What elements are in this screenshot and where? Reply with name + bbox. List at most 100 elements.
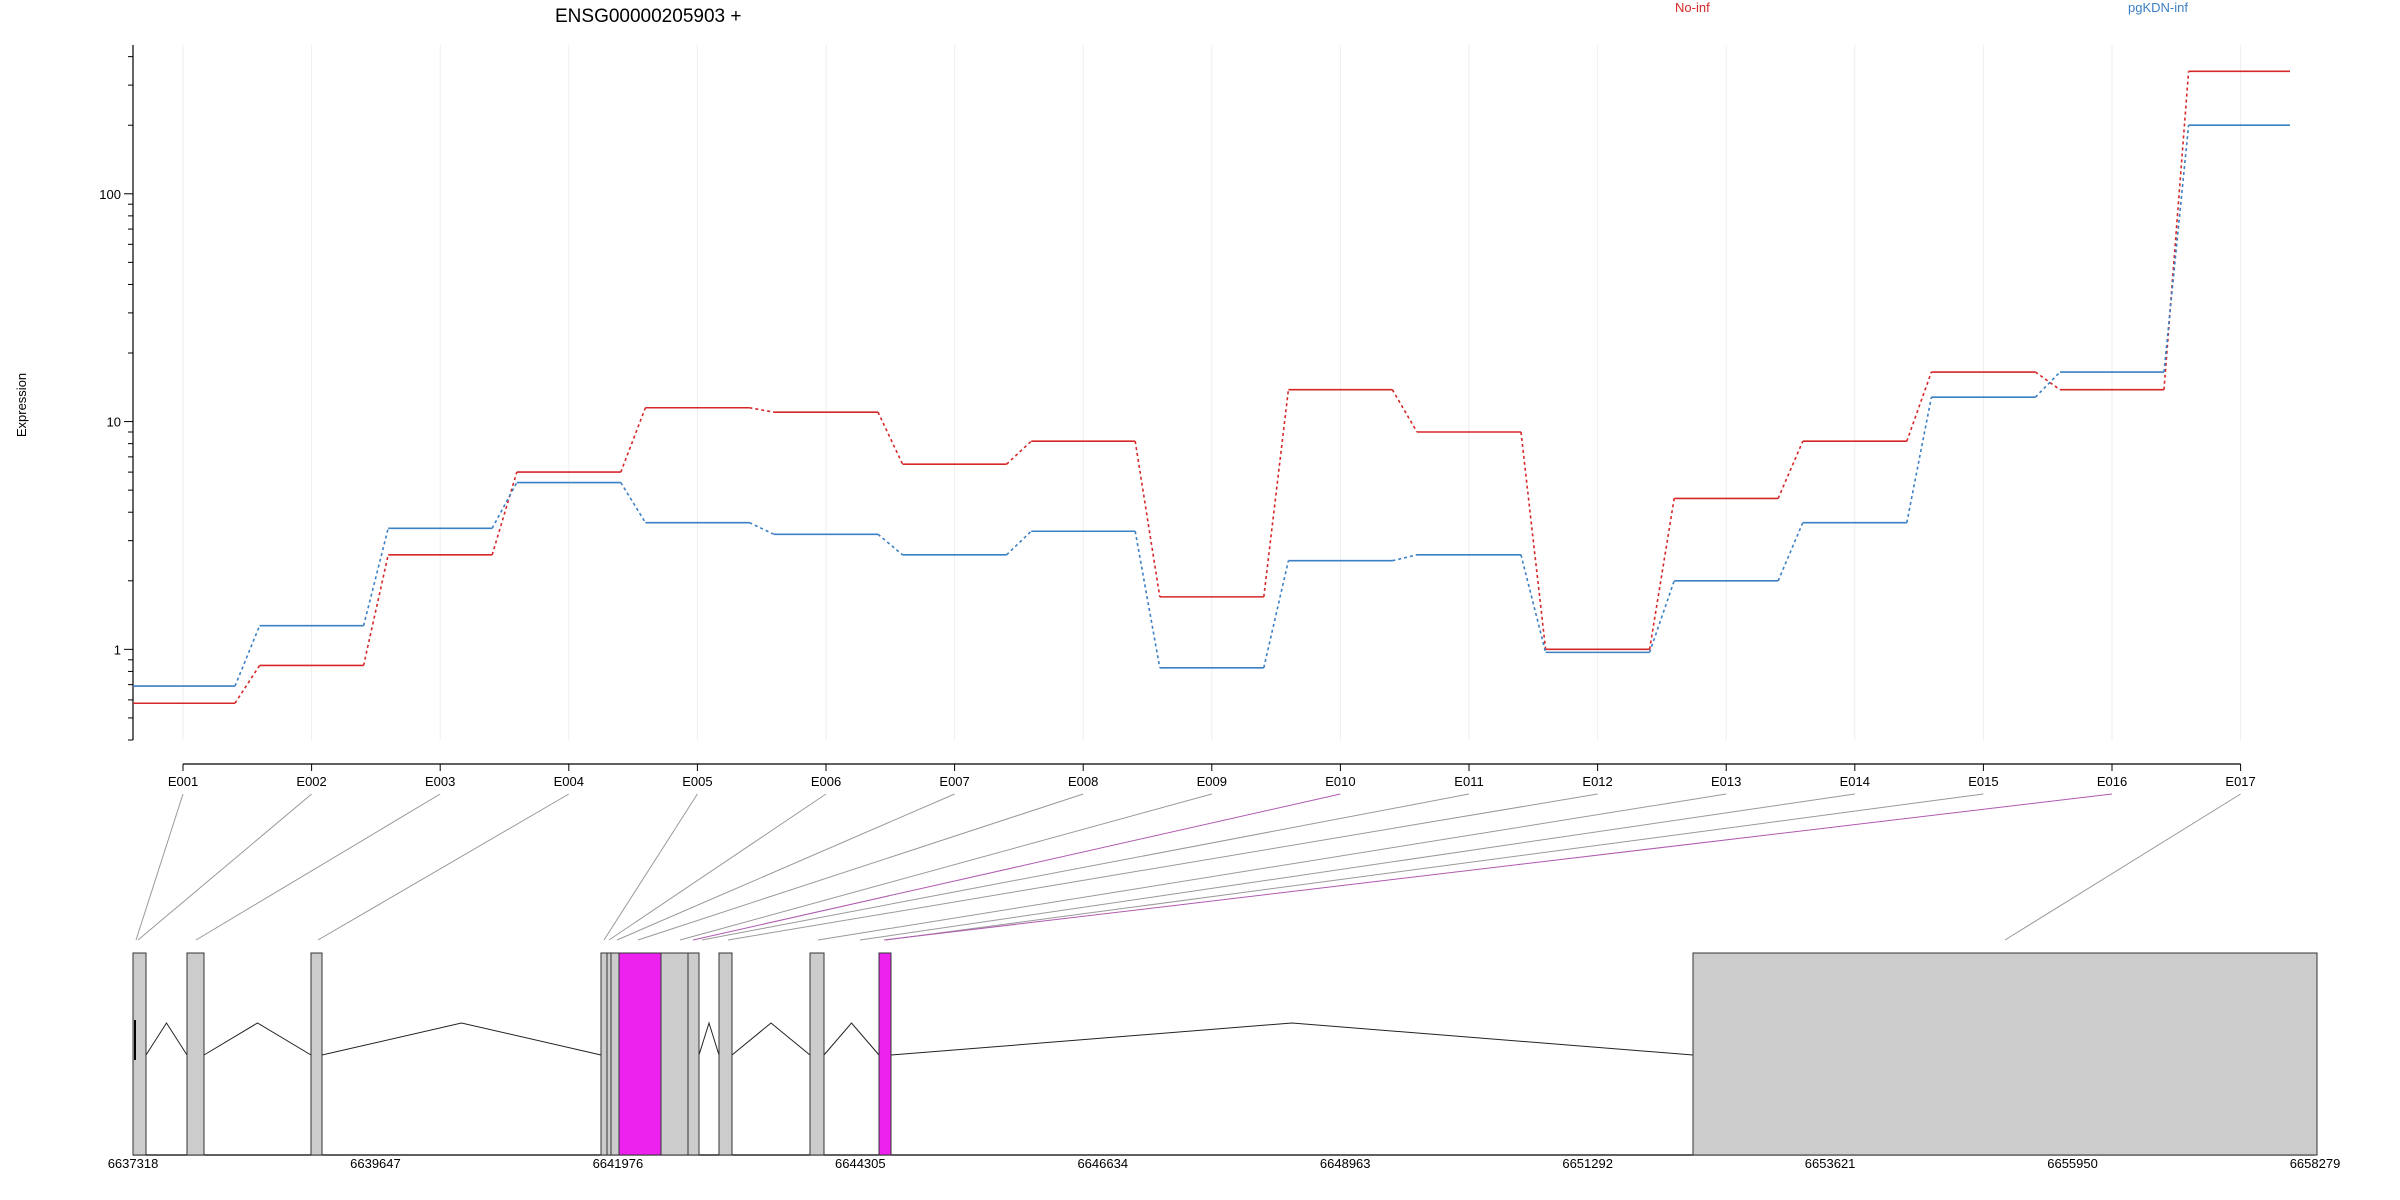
expression-transition bbox=[749, 406, 775, 413]
connector bbox=[137, 793, 312, 941]
x-tick-label: E014 bbox=[1840, 774, 1870, 789]
exon-box bbox=[606, 952, 612, 1156]
gene-model: 6637318 6639647 6641976 6644305 6646634 66489… bbox=[108, 952, 2341, 1171]
connector bbox=[885, 793, 1984, 941]
genomic-tick-label: 6639647 bbox=[350, 1156, 401, 1171]
x-tick-label: E003 bbox=[425, 774, 455, 789]
expression-transition bbox=[1777, 440, 1804, 499]
expression-transition bbox=[620, 482, 647, 524]
expression-transition bbox=[362, 554, 389, 666]
expression-transition bbox=[2163, 71, 2190, 390]
expression-transition bbox=[2034, 371, 2061, 391]
x-tick-label: E016 bbox=[2097, 774, 2127, 789]
exon-box bbox=[186, 952, 205, 1156]
intron-line bbox=[321, 1022, 602, 1056]
expression-transition bbox=[2034, 371, 2061, 398]
intron-line bbox=[145, 1022, 188, 1056]
x-tick-label: E001 bbox=[168, 774, 198, 789]
expression-transition bbox=[1134, 441, 1161, 597]
gridlines bbox=[182, 45, 2242, 740]
connector bbox=[603, 793, 698, 941]
x-tick-label: E015 bbox=[1968, 774, 1998, 789]
x-tick-label: E008 bbox=[1068, 774, 1098, 789]
connector bbox=[701, 793, 1470, 941]
expression-transition bbox=[491, 471, 518, 556]
expression-transition bbox=[1006, 530, 1032, 556]
expression-transition bbox=[1777, 522, 1804, 582]
y-tick-label: 10 bbox=[107, 415, 121, 430]
expression-transition bbox=[877, 533, 904, 556]
genomic-tick-label: 6653621 bbox=[1805, 1156, 1856, 1171]
expression-transition bbox=[1263, 560, 1290, 668]
expression-transition bbox=[1006, 440, 1032, 465]
y-tick-label: 100 bbox=[99, 187, 121, 202]
expression-transition bbox=[749, 521, 775, 536]
connector bbox=[727, 793, 1598, 941]
intron-line bbox=[698, 1021, 720, 1056]
intron-line bbox=[731, 1022, 811, 1056]
expression-transition bbox=[1134, 531, 1161, 668]
expression-transition bbox=[1391, 389, 1418, 433]
genomic-tick-label: 6651292 bbox=[1562, 1156, 1613, 1171]
genomic-tick-label: 6658279 bbox=[2290, 1156, 2341, 1171]
expression-transition bbox=[620, 407, 647, 473]
x-tick-label: E017 bbox=[2225, 774, 2255, 789]
genomic-tick-label: 6641976 bbox=[593, 1156, 644, 1171]
connector bbox=[859, 793, 1855, 941]
exon-box bbox=[809, 952, 825, 1156]
connector bbox=[608, 793, 827, 941]
y-axis-label: Expression bbox=[14, 373, 29, 437]
expression-transition bbox=[491, 482, 518, 529]
x-tick-label: E010 bbox=[1325, 774, 1355, 789]
expression-transition bbox=[1392, 554, 1418, 562]
connector-highlighted bbox=[883, 793, 2113, 941]
connector bbox=[616, 793, 955, 941]
x-tick-label: E007 bbox=[939, 774, 969, 789]
genomic-tick-label: 6648963 bbox=[1320, 1156, 1371, 1171]
legend-no-inf: No-inf bbox=[1675, 0, 1710, 15]
exon-box bbox=[600, 952, 608, 1156]
expression-transition bbox=[1906, 371, 1933, 442]
expression-transition bbox=[2163, 125, 2190, 373]
connector-highlighted bbox=[692, 793, 1341, 941]
exon-box-highlighted bbox=[878, 952, 892, 1156]
connector bbox=[195, 793, 441, 941]
connector bbox=[135, 793, 184, 941]
intron-line bbox=[890, 1022, 1694, 1056]
x-tick-label: E009 bbox=[1197, 774, 1227, 789]
series-lines bbox=[133, 70, 2290, 705]
expression-transition bbox=[1263, 389, 1290, 597]
exon-box bbox=[132, 952, 147, 1156]
x-tick-label: E004 bbox=[554, 774, 584, 789]
axes: 1 10 100 E001 E002 E003 E004 E005 E006 E007 E008 E0… bbox=[99, 45, 2256, 789]
intron-line bbox=[823, 1022, 880, 1056]
x-tick-label: E012 bbox=[1582, 774, 1612, 789]
genomic-tick-label: 6655950 bbox=[2047, 1156, 2098, 1171]
exon-box bbox=[310, 952, 323, 1156]
exon-box bbox=[1692, 952, 2318, 1156]
expression-transition bbox=[362, 528, 389, 626]
expression-transition bbox=[234, 625, 261, 687]
y-tick-label: 1 bbox=[114, 642, 121, 657]
x-tick-label: E006 bbox=[811, 774, 841, 789]
expression-transition bbox=[1648, 498, 1675, 650]
expression-transition bbox=[1520, 431, 1547, 650]
exon-connectors bbox=[135, 793, 2241, 941]
expression-transition bbox=[877, 411, 904, 465]
connector bbox=[817, 793, 1727, 941]
exon-box bbox=[660, 952, 689, 1156]
exon-box bbox=[718, 952, 733, 1156]
x-tick-label: E005 bbox=[682, 774, 712, 789]
exon-box bbox=[687, 952, 700, 1156]
legend-pgkdn-inf: pgKDN-inf bbox=[2128, 0, 2188, 15]
expression-transition bbox=[1648, 580, 1675, 653]
x-tick-label: E013 bbox=[1711, 774, 1741, 789]
intron-line bbox=[203, 1022, 312, 1056]
genomic-tick-label: 6646634 bbox=[1077, 1156, 1128, 1171]
connector bbox=[637, 793, 1084, 941]
genomic-tick-label: 6637318 bbox=[108, 1156, 159, 1171]
connector bbox=[679, 793, 1212, 941]
exon-box-highlighted bbox=[618, 952, 662, 1156]
expression-transition bbox=[1906, 396, 1933, 523]
x-tick-label: E011 bbox=[1454, 774, 1483, 789]
